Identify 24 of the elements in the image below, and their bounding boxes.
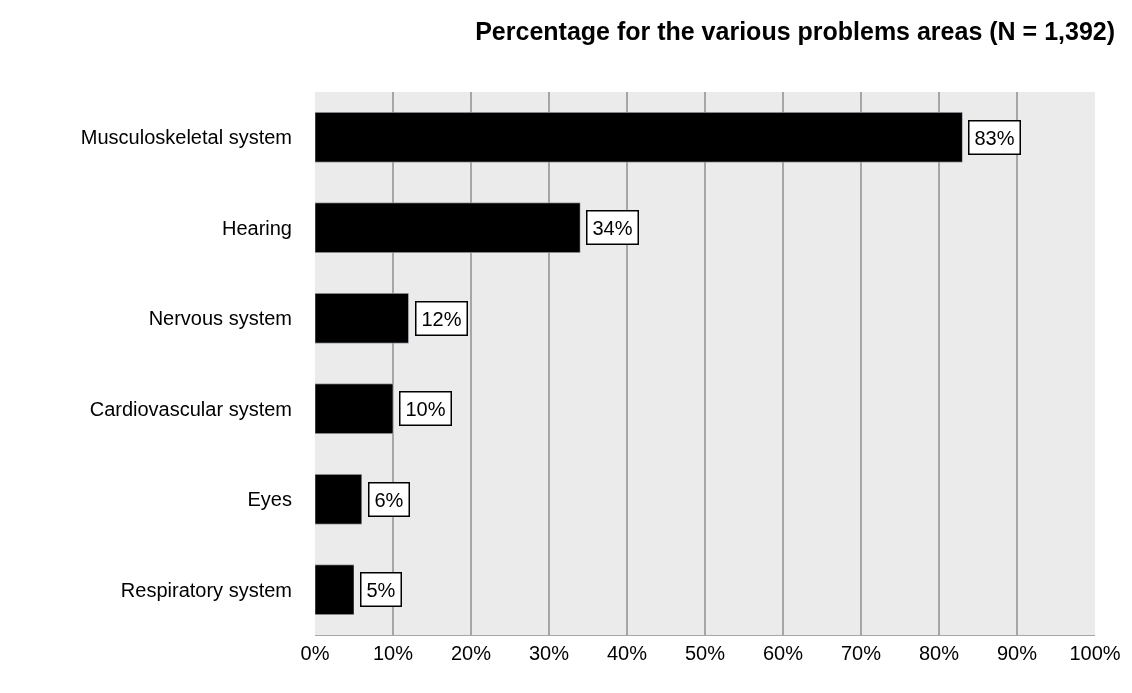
x-tick-label: 60% — [762, 642, 804, 664]
y-tick-label: Eyes — [247, 488, 292, 511]
x-tick-label: 70% — [840, 642, 882, 664]
y-tick-label: Respiratory system — [120, 578, 292, 601]
chart-title: Percentage for the various problems areas (N = 1,392) — [475, 16, 1116, 45]
x-tick-label: 40% — [606, 642, 648, 664]
x-tick-label: 0% — [300, 642, 330, 664]
y-tick-label: Nervous system — [148, 307, 292, 330]
x-tick-label: 20% — [450, 642, 492, 664]
y-tick-label: Musculoskeletal system — [80, 126, 292, 149]
x-tick-label: 10% — [372, 642, 414, 664]
y-tick-label: Hearing — [221, 216, 292, 239]
x-tick-label: 80% — [918, 642, 960, 664]
data-label: 34% — [592, 216, 633, 239]
data-label: 6% — [374, 488, 404, 511]
data-label: 83% — [974, 126, 1015, 149]
x-tick-label: 100% — [1069, 642, 1121, 664]
data-label: 5% — [366, 578, 396, 601]
x-tick-label: 50% — [684, 642, 726, 664]
x-tick-label: 30% — [528, 642, 570, 664]
y-tick-label: Cardiovascular system — [89, 397, 292, 420]
x-tick-label: 90% — [996, 642, 1038, 664]
data-label: 12% — [421, 307, 462, 330]
data-label: 10% — [405, 397, 446, 420]
